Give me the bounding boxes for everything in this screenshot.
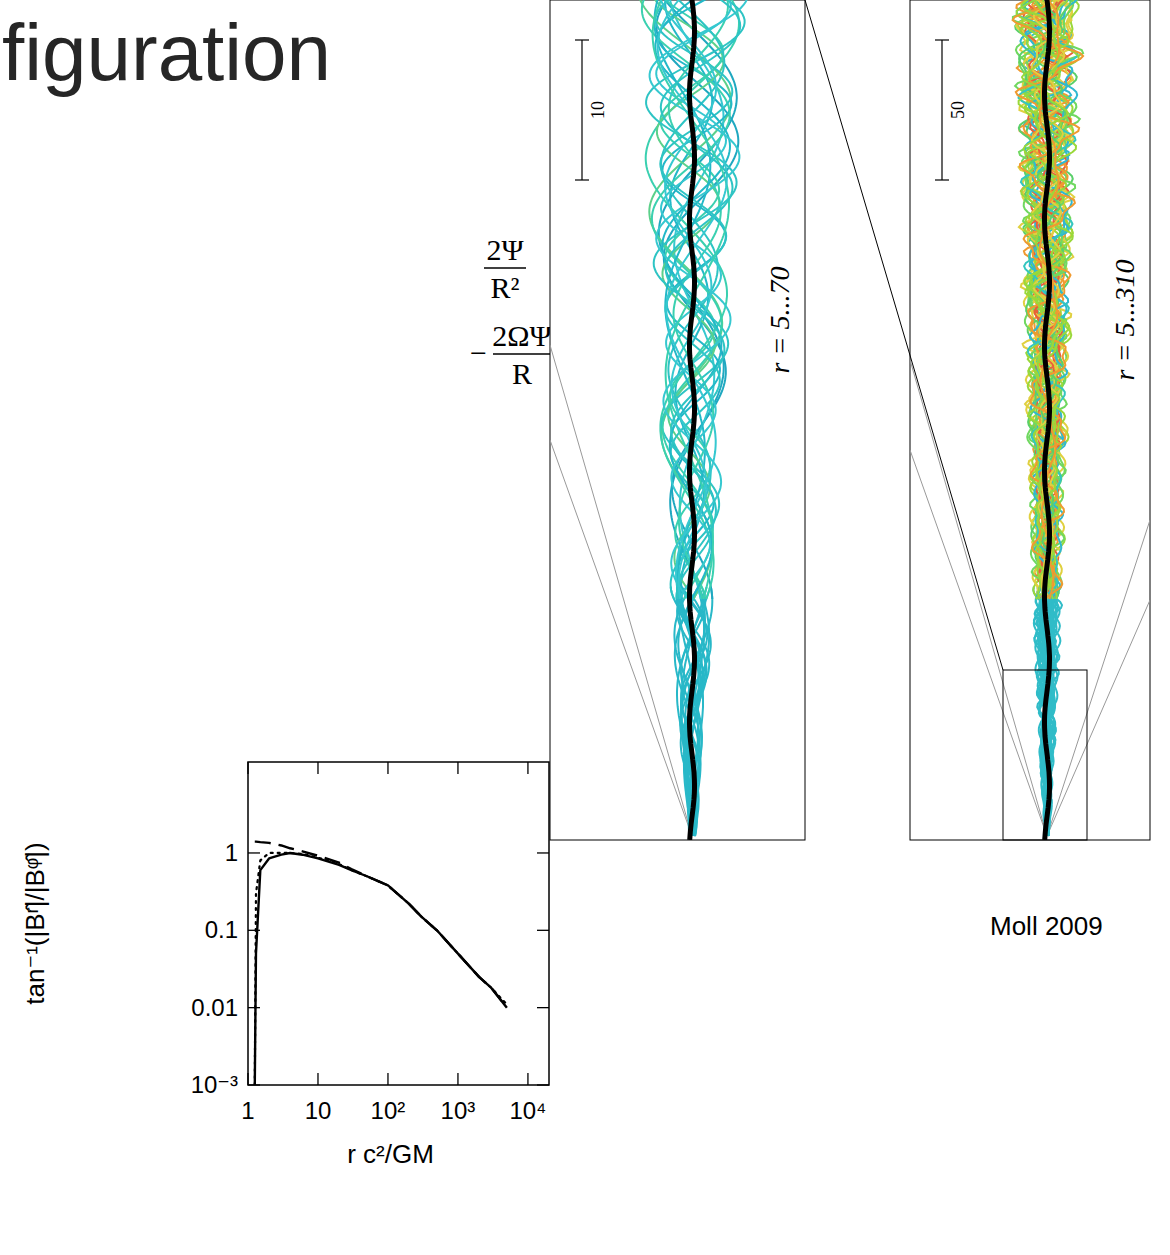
x-tick [527, 1073, 528, 1085]
equation: −2ΩΨ R [470, 319, 552, 390]
x-tick [247, 762, 248, 774]
x-tick [317, 1073, 318, 1085]
y-tick [537, 930, 549, 931]
y-tick [248, 1007, 260, 1008]
scale-label: 10 [588, 101, 608, 119]
series-line [255, 853, 507, 1085]
y-tick [248, 852, 260, 853]
y-tick [537, 1084, 549, 1085]
equation: 2Ψ R² [484, 233, 526, 304]
x-tick-label: 10³ [441, 1097, 476, 1124]
field-line [650, 0, 748, 599]
slide: 1 10 10² 10³ 10⁴ 10⁻³ 0.01 0.1 1 r c²/GM tan⁻¹(|Bʳ… [0, 0, 1170, 1255]
credit: Moll 2009 [990, 911, 1103, 941]
scale-bar [935, 179, 949, 180]
x-tick [387, 762, 388, 774]
scale-bar [941, 40, 942, 180]
cone-line [1047, 520, 1150, 836]
x-tick [457, 762, 458, 774]
jet-axis [1045, 0, 1050, 840]
jet-axis [690, 0, 695, 840]
field-line [661, 0, 740, 599]
panel-content [550, 0, 748, 840]
chart: 1 10 10² 10³ 10⁴ 10⁻³ 0.01 0.1 1 r c²/GM tan⁻¹(|Bʳ… [20, 762, 549, 1169]
x-tick-label: 10² [371, 1097, 406, 1124]
x-tick-label: 10 [305, 1097, 332, 1124]
equation-sign: − [470, 336, 487, 369]
equation-numerator: 2Ψ [486, 233, 524, 266]
series-line [255, 853, 507, 1085]
y-tick-label: 0.1 [205, 916, 238, 943]
cone-line [1047, 600, 1150, 836]
inset-box [1003, 670, 1087, 840]
label-patch [1109, 256, 1140, 385]
y-tick-label: 0.01 [191, 994, 238, 1021]
x-tick [457, 1073, 458, 1085]
fraction-bar [493, 353, 551, 355]
y-axis-title: tan⁻¹(|Bʳ̂|/|Bᵠ̂|) [20, 842, 50, 1004]
y-tick-label: 10⁻³ [191, 1071, 238, 1098]
sim-panel: 50 r = 5...310 [910, 0, 1150, 840]
sim-panel: 10 r = 5...70 [550, 0, 805, 840]
label-patch [764, 263, 795, 378]
y-tick-label: 1 [225, 839, 238, 866]
fraction-bar [484, 267, 526, 269]
plot-frame [248, 762, 549, 1085]
range-label: r = 5...310 [1109, 260, 1140, 381]
plot-data [255, 842, 507, 1085]
series-line [255, 842, 507, 1008]
zoom-connector [805, 0, 1003, 670]
equation-denominator: R² [490, 271, 519, 304]
panel-content [910, 0, 1150, 840]
x-tick [247, 1073, 248, 1085]
y-tick [537, 1007, 549, 1008]
y-tick [537, 852, 549, 853]
x-tick [317, 762, 318, 774]
range-label: r = 5...70 [764, 267, 795, 374]
equation-denominator: R [512, 357, 532, 390]
cone-line [910, 450, 1047, 836]
x-tick [387, 1073, 388, 1085]
slide-title: figuration [2, 8, 331, 97]
cone-line [910, 360, 1047, 836]
scale-bar [575, 39, 589, 40]
x-tick-label: 1 [241, 1097, 254, 1124]
equation-numerator: 2ΩΨ [492, 319, 552, 352]
scale-bar [581, 40, 582, 180]
x-axis-title: r c²/GM [347, 1139, 434, 1169]
x-tick [527, 762, 528, 774]
scale-bar [935, 39, 949, 40]
x-tick-label: 10⁴ [509, 1097, 546, 1124]
scale-label: 50 [948, 101, 968, 119]
scale-bar [575, 179, 589, 180]
